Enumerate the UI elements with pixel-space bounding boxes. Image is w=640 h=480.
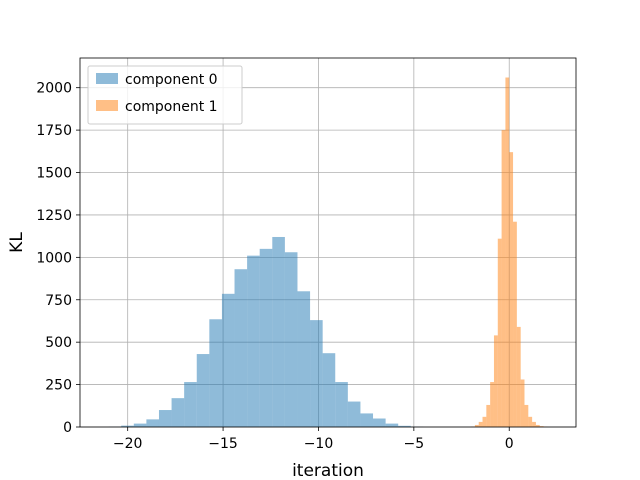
x-tick-label: −10 (304, 436, 334, 452)
histogram-bar-component-0 (133, 423, 147, 427)
histogram-bar-component-0 (373, 418, 386, 427)
plot-frame (79, 57, 577, 428)
histogram-bar-component-0 (221, 293, 235, 427)
histogram-bar-component-0 (398, 425, 411, 427)
x-tick-label: 0 (505, 436, 514, 452)
y-tick-label: 1750 (36, 123, 72, 139)
y-tick-label: 0 (63, 420, 72, 436)
x-axis-label: iteration (292, 461, 364, 480)
legend: component 0 component 1 (87, 65, 243, 125)
y-tick-label: 1250 (36, 208, 72, 224)
histogram-bar-component-0 (209, 319, 222, 427)
axis-ticks: −20 −15 −10 −5 0 0 250 500 750 1000 1250 1500 1750 20… (36, 81, 513, 452)
x-tick-label: −15 (208, 436, 238, 452)
histogram-bar-component-1 (486, 404, 491, 427)
histogram-bar-component-1 (532, 421, 536, 427)
legend-swatch-component-0 (96, 73, 118, 84)
histogram-bar-component-0 (335, 382, 348, 427)
histogram-bar-component-1 (478, 421, 483, 427)
histogram-bar-component-0 (360, 413, 374, 427)
x-tick-label: −5 (404, 436, 425, 452)
histogram-bar-component-1 (497, 238, 502, 427)
x-tick-label: −20 (113, 436, 143, 452)
histogram-bar-component-0 (234, 269, 248, 427)
y-tick-label: 1500 (36, 166, 72, 182)
histogram-bar-component-0 (347, 401, 361, 427)
legend-box (87, 65, 243, 125)
legend-swatch-component-1 (96, 100, 118, 111)
histogram-bar-component-0 (196, 354, 210, 427)
histogram-bar-component-1 (513, 221, 517, 427)
histogram-bar-component-1 (524, 404, 529, 427)
histogram-bar-component-1 (520, 379, 525, 427)
histogram-bar-component-0 (121, 425, 134, 427)
legend-label-component-1: component 1 (125, 99, 218, 115)
histogram-bar-component-0 (184, 382, 197, 427)
histogram-bar-component-1 (505, 77, 510, 427)
histogram-bar-component-0 (385, 423, 399, 427)
histogram-bar-component-1 (516, 326, 521, 427)
histogram-bar-component-0 (247, 255, 260, 427)
histogram-bar-component-1 (501, 130, 506, 427)
histogram-bar-component-1 (493, 335, 498, 427)
histogram-bar-component-0 (284, 252, 298, 427)
histogram-bar-component-1 (474, 424, 479, 427)
histogram-bar-component-1 (509, 152, 514, 427)
histogram-bar-component-1 (539, 426, 544, 427)
histogram-bar-component-1 (482, 416, 487, 427)
histogram-bar-component-0 (158, 410, 172, 427)
y-tick-label: 500 (45, 335, 72, 351)
histogram-bars (108, 77, 548, 427)
y-tick-label: 1000 (36, 250, 72, 266)
histogram-bar-component-0 (146, 419, 159, 427)
legend-label-component-0: component 0 (125, 72, 218, 88)
y-tick-label: 2000 (36, 81, 72, 97)
y-tick-label: 750 (45, 293, 72, 309)
histogram-bar-component-0 (310, 320, 323, 427)
histogram-bar-component-0 (297, 291, 311, 427)
histogram-bar-component-0 (272, 236, 285, 427)
histogram-bar-component-0 (259, 248, 273, 427)
y-tick-label: 250 (45, 378, 72, 394)
histogram-bar-component-1 (528, 416, 533, 427)
grid-lines (80, 58, 576, 428)
histogram-bar-component-0 (171, 398, 185, 427)
histogram-bar-component-0 (322, 353, 336, 427)
histogram-bar-component-1 (490, 382, 494, 427)
y-axis-label: KL (7, 232, 27, 253)
histogram-bar-component-1 (535, 424, 540, 427)
